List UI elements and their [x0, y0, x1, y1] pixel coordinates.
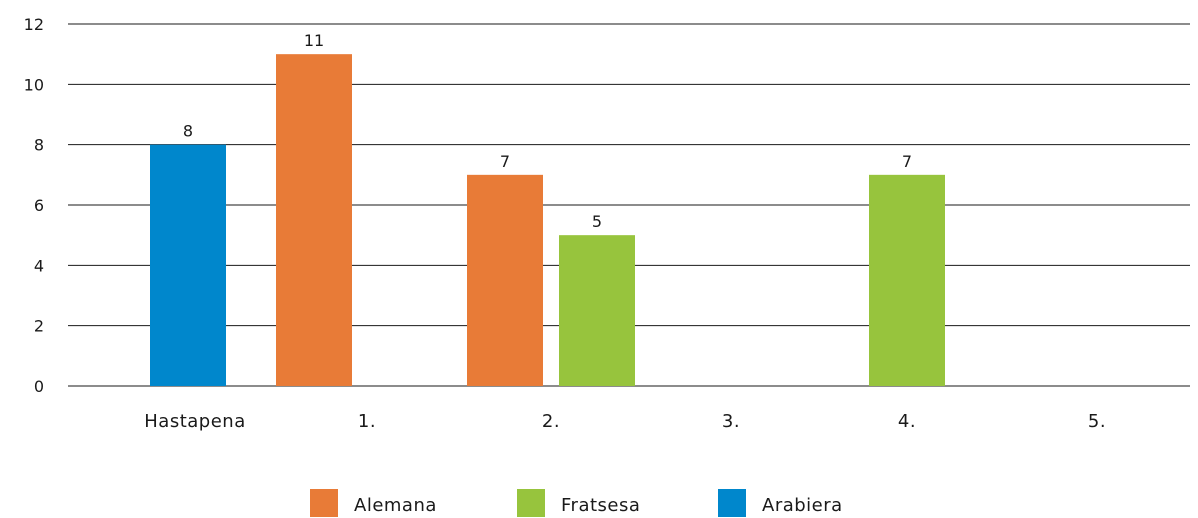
legend: Alemana Fratsesa Arabiera	[310, 489, 843, 517]
y-axis-tick-labels: 0 2 4 6 8 10 12	[24, 15, 44, 396]
y-tick-label: 0	[34, 377, 44, 396]
data-label: 8	[183, 122, 193, 141]
bar-alemana-1	[276, 54, 352, 387]
data-label: 5	[592, 212, 602, 231]
legend-swatch-fratsesa	[517, 489, 545, 517]
bar-fratsesa-4	[869, 174, 945, 386]
legend-label-arabiera: Arabiera	[762, 495, 843, 516]
x-category-label: Hastapena	[144, 411, 245, 432]
x-category-label: 3.	[722, 411, 740, 432]
legend-label-fratsesa: Fratsesa	[561, 495, 640, 516]
legend-swatch-alemana	[310, 489, 338, 517]
data-label: 7	[500, 152, 510, 171]
bars	[150, 54, 945, 387]
y-tick-label: 2	[34, 317, 44, 336]
x-axis-category-labels: Hastapena 1. 2. 3. 4. 5.	[144, 411, 1106, 432]
bar-fratsesa-2	[559, 235, 635, 386]
y-tick-label: 4	[34, 256, 44, 275]
x-category-label: 4.	[898, 411, 916, 432]
bar-arabiera-0	[150, 144, 226, 386]
bar-alemana-2	[467, 174, 543, 386]
data-label: 7	[902, 152, 912, 171]
data-labels: 8 11 7 5 7	[183, 31, 912, 231]
legend-swatch-arabiera	[718, 489, 746, 517]
y-tick-label: 12	[24, 15, 44, 34]
data-label: 11	[304, 31, 324, 50]
y-tick-label: 6	[34, 196, 44, 215]
x-category-label: 5.	[1088, 411, 1106, 432]
x-category-label: 1.	[358, 411, 376, 432]
y-tick-label: 10	[24, 75, 44, 94]
y-tick-label: 8	[34, 136, 44, 155]
x-category-label: 2.	[542, 411, 560, 432]
legend-label-alemana: Alemana	[354, 495, 437, 516]
